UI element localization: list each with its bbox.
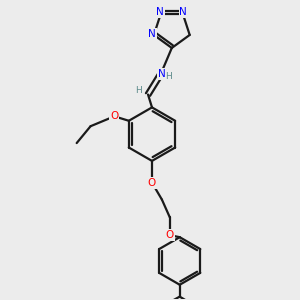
Text: N: N [179, 7, 187, 17]
Text: H: H [165, 72, 172, 81]
Text: N: N [158, 69, 166, 79]
Text: H: H [135, 86, 142, 95]
Text: N: N [148, 29, 156, 39]
Text: O: O [110, 111, 118, 121]
Text: N: N [156, 7, 164, 17]
Text: O: O [166, 230, 174, 240]
Text: O: O [148, 178, 156, 188]
